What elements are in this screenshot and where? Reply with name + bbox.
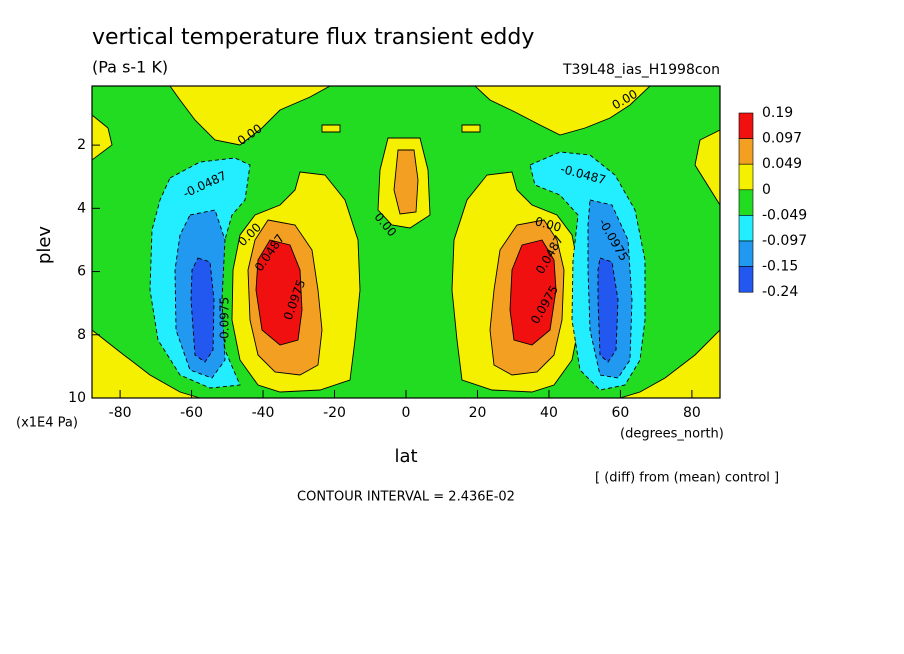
x-tick-label: -60	[180, 405, 203, 421]
x-tick-label: -20	[323, 405, 346, 421]
x-tick-label: -80	[109, 405, 132, 421]
contour-region	[509, 239, 557, 346]
contour-field: 0.00-0.04870.000.04870.09750.00-0.09750.…	[92, 86, 720, 398]
diff-note: [ (diff) from (mean) control ]	[595, 471, 779, 486]
x-axis-label: lat	[394, 446, 417, 467]
contour-region	[321, 124, 341, 133]
colorbar-label: -0.097	[762, 233, 807, 249]
contour-region	[169, 86, 331, 146]
chart-title: vertical temperature flux transient eddy	[92, 25, 534, 50]
colorbar-box	[738, 215, 754, 242]
colorbar-box	[738, 138, 754, 165]
contour-region	[461, 124, 481, 133]
x-tick-label: 60	[612, 405, 630, 421]
chart-subtitle: (Pa s-1 K)	[92, 58, 168, 77]
colorbar-label: -0.24	[762, 284, 798, 300]
x-tick-label: 80	[683, 405, 701, 421]
contour-region	[92, 114, 113, 161]
contour-region	[255, 239, 303, 346]
x-tick-label: -40	[252, 405, 275, 421]
colorbar-box	[738, 266, 754, 293]
x-axis-units: (degrees_north)	[620, 427, 724, 442]
y-tick-label: 10	[68, 390, 86, 406]
colorbar-label: -0.15	[762, 259, 798, 275]
y-tick-label: 8	[77, 327, 86, 343]
contour-region	[92, 329, 201, 398]
contour-label: 0.00	[533, 214, 562, 234]
contour-label: -0.0975	[218, 297, 232, 343]
colorbar-label: -0.049	[762, 207, 807, 223]
contour-region	[190, 257, 215, 363]
contour-region	[619, 329, 720, 398]
x-tick-label: 0	[402, 405, 411, 421]
colorbar-label: 0.049	[762, 156, 802, 172]
colorbar-label: 0.19	[762, 105, 793, 121]
colorbar-box	[738, 112, 754, 139]
x-tick-label: 20	[469, 405, 487, 421]
x-tick-label: 40	[540, 405, 558, 421]
colorbar-label: 0	[762, 182, 771, 198]
colorbar-box	[738, 240, 754, 267]
y-tick-label: 6	[77, 264, 86, 280]
contour-region	[597, 257, 619, 363]
contour-region	[474, 86, 651, 136]
run-label: T39L48_ias_H1998con	[562, 62, 720, 78]
colorbar-box	[738, 163, 754, 191]
y-tick-label: 4	[77, 200, 86, 216]
contour-region	[393, 149, 419, 215]
y-tick-label: 2	[77, 137, 86, 153]
y-axis-label: plev	[34, 226, 55, 265]
colorbar-box	[738, 189, 754, 216]
contour-region	[694, 129, 720, 206]
contour-interval: CONTOUR INTERVAL = 2.436E-02	[297, 490, 515, 505]
y-axis-units: (x1E4 Pa)	[16, 416, 78, 431]
colorbar-label: 0.097	[762, 131, 802, 147]
